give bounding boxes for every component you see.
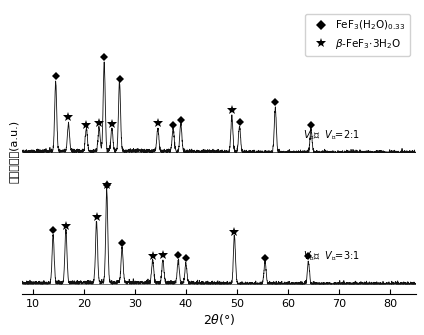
Text: $V_{醇}$：  $V_{水}$=3:1: $V_{醇}$： $V_{水}$=3:1 [303, 250, 360, 263]
Text: $V_{醇}$：  $V_{水}$=2:1: $V_{醇}$： $V_{水}$=2:1 [303, 128, 360, 141]
Y-axis label: 相对峰强度(a.u.): 相对峰强度(a.u.) [8, 120, 18, 183]
Legend: FeF$_3$(H$_2$O)$_{0.33}$, $\beta$-FeF$_3$$\cdot$3H$_2$O: FeF$_3$(H$_2$O)$_{0.33}$, $\beta$-FeF$_3… [305, 13, 410, 56]
X-axis label: $2\theta$(°): $2\theta$(°) [203, 312, 235, 327]
